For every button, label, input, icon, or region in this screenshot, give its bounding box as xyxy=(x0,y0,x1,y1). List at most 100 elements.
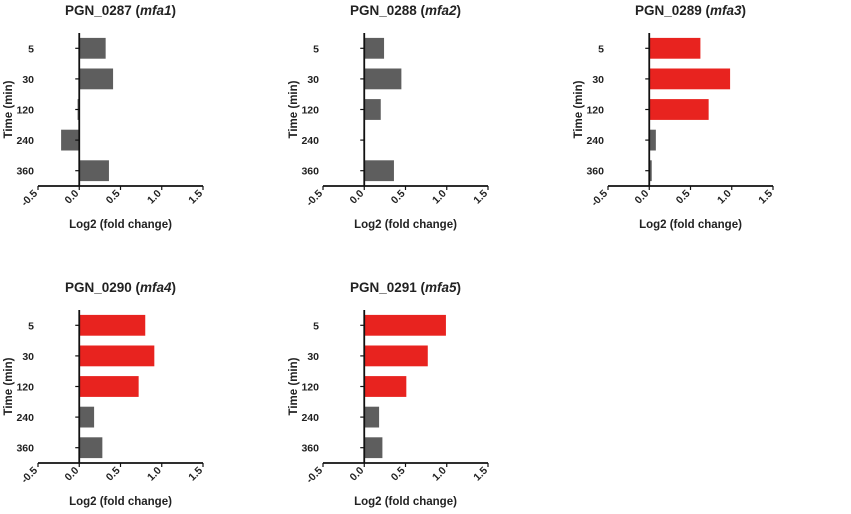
x-tick-label: 1.0 xyxy=(430,465,449,484)
y-tick-label: 5 xyxy=(28,320,34,332)
x-tick-label: -0.5 xyxy=(304,465,325,486)
bar-120-min xyxy=(364,376,407,397)
bar-30-min xyxy=(649,68,731,90)
chart-panel-4: PGN_0290 (mfa4) 5 30 120 240 360 -0.5 0.0 0.5 1.0… xyxy=(3,280,205,508)
x-axis-label: Log2 (fold change) xyxy=(354,496,457,508)
bar-120-min xyxy=(649,99,709,120)
bar-360-min xyxy=(364,437,383,459)
y-tick-label: 30 xyxy=(22,351,34,363)
bar-360-min xyxy=(79,437,103,459)
x-tick-label: -0.5 xyxy=(19,188,40,209)
x-axis-label: Log2 (fold change) xyxy=(69,219,172,231)
bar-120-min xyxy=(79,376,139,397)
bar-240-min xyxy=(79,406,95,428)
bar-5-min xyxy=(79,37,106,59)
x-tick-label: 0.5 xyxy=(104,188,123,207)
chart-panel-3: PGN_0289 (mfa3) 5 30 120 240 360 -0.5 0.0 0.5 1.0… xyxy=(573,3,775,231)
x-tick-label: 1.0 xyxy=(715,188,734,207)
y-tick-label: 120 xyxy=(301,105,319,117)
bar-5-min xyxy=(364,37,385,59)
y-tick-label: 360 xyxy=(16,166,34,178)
chart-title-suffix: ) xyxy=(742,3,747,18)
x-tick-label: 1.5 xyxy=(471,465,490,484)
y-tick-label: 30 xyxy=(307,74,319,86)
chart-title-suffix: ) xyxy=(172,3,177,18)
y-tick-label: 120 xyxy=(301,382,319,394)
chart-title: PGN_0288 (mfa2) xyxy=(350,3,461,18)
bar-360-min xyxy=(649,160,652,182)
x-tick-label: 0.0 xyxy=(348,188,367,207)
bar-5-min xyxy=(79,314,146,336)
y-tick-label: 30 xyxy=(592,74,604,86)
chart-title-suffix: ) xyxy=(457,3,462,18)
x-tick-label: 1.0 xyxy=(430,188,449,207)
bar-360-min xyxy=(79,160,109,182)
y-tick-label: 120 xyxy=(586,105,604,117)
y-tick-label: 5 xyxy=(313,43,319,55)
bar-240-min xyxy=(61,129,80,151)
bar-30-min xyxy=(79,68,114,90)
y-axis-label: Time (min) xyxy=(573,80,585,138)
chart-title-suffix: ) xyxy=(172,280,177,295)
chart-title-gene: mfa2 xyxy=(425,3,457,18)
y-tick-label: 30 xyxy=(22,74,34,86)
bar-240-min xyxy=(364,406,380,428)
chart-title: PGN_0291 (mfa5) xyxy=(350,280,461,295)
x-tick-label: 0.5 xyxy=(389,465,408,484)
y-tick-label: 30 xyxy=(307,351,319,363)
chart-title: PGN_0289 (mfa3) xyxy=(635,3,746,18)
y-tick-label: 240 xyxy=(586,135,604,147)
chart-title: PGN_0287 (mfa1) xyxy=(65,3,176,18)
y-tick-label: 240 xyxy=(16,135,34,147)
x-tick-label: 0.5 xyxy=(389,188,408,207)
chart-panel-5: PGN_0291 (mfa5) 5 30 120 240 360 -0.5 0.0 0.5 1.0… xyxy=(288,280,490,508)
x-axis-label: Log2 (fold change) xyxy=(354,219,457,231)
y-tick-label: 360 xyxy=(301,166,319,178)
x-tick-label: 0.0 xyxy=(63,188,82,207)
y-axis-label: Time (min) xyxy=(3,357,15,415)
chart-title-prefix: PGN_0287 ( xyxy=(65,3,141,18)
x-tick-label: 0.0 xyxy=(633,188,652,207)
chart-title-prefix: PGN_0291 ( xyxy=(350,280,426,295)
y-tick-label: 120 xyxy=(16,382,34,394)
y-axis-label: Time (min) xyxy=(288,80,300,138)
x-tick-label: 1.0 xyxy=(145,188,164,207)
y-tick-label: 5 xyxy=(313,320,319,332)
y-axis-label: Time (min) xyxy=(3,80,15,138)
chart-panel-1: PGN_0287 (mfa1) 5 30 120 240 360 -0.5 0.0 0.5 1.0… xyxy=(3,3,205,231)
bar-120-min xyxy=(364,99,381,120)
y-tick-label: 5 xyxy=(598,43,604,55)
x-tick-label: 0.0 xyxy=(348,465,367,484)
x-tick-label: 0.0 xyxy=(63,465,82,484)
chart-title-gene: mfa5 xyxy=(425,280,457,295)
y-tick-label: 240 xyxy=(301,412,319,424)
x-tick-label: 1.5 xyxy=(186,465,205,484)
y-tick-label: 5 xyxy=(28,43,34,55)
bar-30-min xyxy=(364,345,428,367)
x-tick-label: 1.0 xyxy=(145,465,164,484)
y-tick-label: 360 xyxy=(586,166,604,178)
chart-panel-2: PGN_0288 (mfa2) 5 30 120 240 360 -0.5 0.0 0.5 1.0… xyxy=(288,3,490,231)
chart-title-suffix: ) xyxy=(457,280,462,295)
x-tick-label: 0.5 xyxy=(104,465,123,484)
bar-5-min xyxy=(649,37,701,59)
x-tick-label: -0.5 xyxy=(19,465,40,486)
chart-title-gene: mfa3 xyxy=(710,3,742,18)
x-tick-label: 0.5 xyxy=(674,188,693,207)
x-tick-label: 1.5 xyxy=(756,188,775,207)
x-tick-label: -0.5 xyxy=(304,188,325,209)
y-axis-label: Time (min) xyxy=(288,357,300,415)
y-tick-label: 360 xyxy=(16,443,34,455)
chart-title-gene: mfa4 xyxy=(140,280,172,295)
bar-360-min xyxy=(364,160,394,182)
bar-30-min xyxy=(79,345,155,367)
y-tick-label: 240 xyxy=(16,412,34,424)
x-tick-label: -0.5 xyxy=(589,188,610,209)
chart-title-gene: mfa1 xyxy=(140,3,172,18)
bar-5-min xyxy=(364,314,446,336)
y-tick-label: 120 xyxy=(16,105,34,117)
x-tick-label: 1.5 xyxy=(471,188,490,207)
x-axis-label: Log2 (fold change) xyxy=(69,496,172,508)
chart-title-prefix: PGN_0290 ( xyxy=(65,280,141,295)
